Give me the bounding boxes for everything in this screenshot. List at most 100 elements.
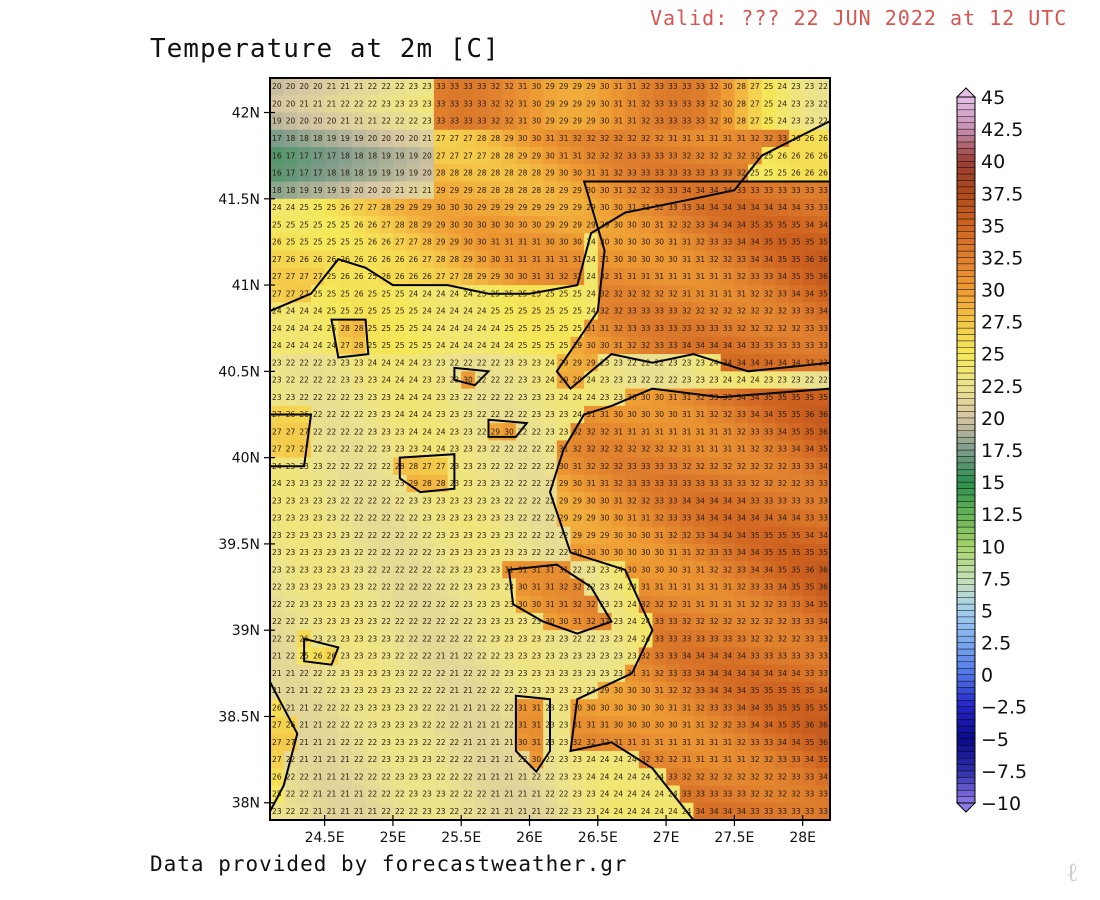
grid-value-label: 31 xyxy=(668,703,678,712)
grid-value-label: 33 xyxy=(668,652,678,661)
colorbar-band xyxy=(956,103,976,111)
grid-value-label: 21 xyxy=(313,99,323,108)
field-cell xyxy=(310,198,326,217)
field-cell xyxy=(338,78,353,96)
grid-value-label: 29 xyxy=(573,514,583,523)
grid-value-label: 25 xyxy=(764,99,774,108)
colorbar-band xyxy=(956,148,976,155)
field-cell xyxy=(748,371,763,390)
grid-value-label: 33 xyxy=(627,479,637,488)
field-cell xyxy=(666,509,681,528)
colorbar-band xyxy=(956,257,976,265)
field-cell xyxy=(488,164,503,183)
grid-value-label: 31 xyxy=(668,583,678,592)
field-cell xyxy=(748,250,763,269)
grid-value-label: 23 xyxy=(791,117,801,126)
grid-value-label: 22 xyxy=(340,496,350,505)
field-cell xyxy=(638,233,654,252)
grid-value-label: 25 xyxy=(764,117,774,126)
colorbar-band xyxy=(956,520,976,528)
grid-value-label: 26 xyxy=(286,255,296,264)
field-cell xyxy=(597,250,613,269)
grid-value-label: 30 xyxy=(573,169,583,178)
field-cell xyxy=(474,129,490,148)
field-cell xyxy=(775,319,790,338)
grid-value-label: 22 xyxy=(436,617,446,626)
colorbar-band xyxy=(956,488,976,496)
grid-value-label: 30 xyxy=(654,703,664,712)
grid-value-label: 31 xyxy=(600,721,610,730)
grid-value-label: 24 xyxy=(463,341,473,350)
colorbar: 4542.54037.53532.53027.52522.52017.51512… xyxy=(955,87,1027,815)
grid-value-label: 25 xyxy=(504,289,514,298)
field-cell xyxy=(707,509,722,528)
grid-value-label: 31 xyxy=(723,600,733,609)
colorbar-band xyxy=(956,481,976,489)
grid-value-label: 34 xyxy=(723,652,733,661)
grid-value-label: 34 xyxy=(695,652,705,661)
grid-value-label: 32 xyxy=(641,341,651,350)
field-cell xyxy=(748,78,763,96)
field-cell xyxy=(789,319,804,338)
grid-value-label: 24 xyxy=(559,393,569,402)
field-cell xyxy=(556,492,572,510)
colorbar-band xyxy=(956,225,976,232)
field-cell xyxy=(570,543,585,562)
field-cell xyxy=(529,492,544,510)
grid-value-label: 26 xyxy=(272,772,282,781)
field-cell xyxy=(761,423,776,441)
field-cell xyxy=(775,440,790,459)
grid-value-label: 23 xyxy=(368,686,378,695)
grid-value-label: 22 xyxy=(313,686,323,695)
grid-value-label: 27 xyxy=(395,238,405,247)
field-cell xyxy=(488,233,503,252)
grid-value-label: 31 xyxy=(545,565,555,574)
grid-value-label: 33 xyxy=(654,634,664,643)
grid-value-label: 23 xyxy=(436,807,446,816)
field-cell xyxy=(625,181,640,200)
grid-value-label: 32 xyxy=(736,427,746,436)
grid-value-label: 33 xyxy=(736,565,746,574)
grid-value-label: 25 xyxy=(286,220,296,229)
grid-value-label: 24 xyxy=(436,341,446,350)
grid-value-label: 23 xyxy=(559,669,569,678)
field-cell xyxy=(310,181,326,200)
grid-value-label: 33 xyxy=(750,652,760,661)
grid-value-label: 33 xyxy=(682,479,692,488)
grid-value-label: 16 xyxy=(272,169,282,178)
field-cell xyxy=(802,319,817,338)
field-cell xyxy=(392,267,408,286)
grid-value-label: 33 xyxy=(695,790,705,799)
colorbar-band xyxy=(956,315,976,322)
grid-value-label: 35 xyxy=(764,531,774,540)
grid-value-label: 23 xyxy=(354,358,364,367)
grid-value-label: 23 xyxy=(559,652,569,661)
grid-value-label: 22 xyxy=(286,358,296,367)
grid-value-label: 34 xyxy=(723,686,733,695)
grid-value-label: 24 xyxy=(586,393,596,402)
grid-value-label: 33 xyxy=(668,99,678,108)
grid-value-label: 29 xyxy=(504,134,514,143)
grid-value-label: 27 xyxy=(286,289,296,298)
field-cell xyxy=(584,561,599,580)
grid-value-label: 34 xyxy=(764,514,774,523)
field-cell xyxy=(748,216,763,234)
field-cell xyxy=(720,543,735,562)
field-cell xyxy=(365,164,380,183)
grid-value-label: 30 xyxy=(463,220,473,229)
colorbar-band xyxy=(956,231,976,239)
grid-value-label: 30 xyxy=(723,82,733,91)
field-cell xyxy=(775,371,790,390)
grid-value-label: 34 xyxy=(750,238,760,247)
grid-value-label: 28 xyxy=(436,255,446,264)
grid-value-label: 29 xyxy=(450,186,460,195)
grid-value-label: 32 xyxy=(627,341,637,350)
grid-value-label: 21 xyxy=(518,807,528,816)
grid-value-label: 30 xyxy=(463,203,473,212)
field-cell xyxy=(297,319,312,338)
field-cell xyxy=(392,336,408,355)
field-cell xyxy=(270,285,285,303)
grid-value-label: 29 xyxy=(477,272,487,281)
grid-value-label: 34 xyxy=(709,807,719,816)
field-cell xyxy=(502,267,517,286)
